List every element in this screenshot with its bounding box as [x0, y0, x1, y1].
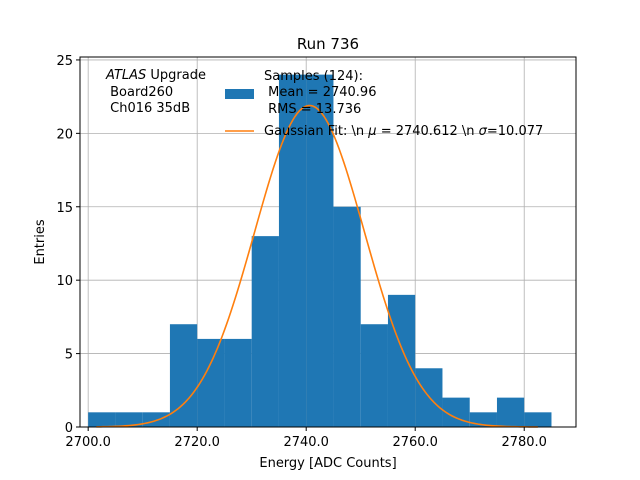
annotation-line-channel: Ch016 35dB — [106, 101, 190, 116]
legend-fit-label: Gaussian Fit: \n μ = 2740.612 \n σ=10.07… — [264, 124, 543, 139]
y-tick-label-4: 20 — [56, 127, 73, 142]
legend-samples-label: Samples (124): — [264, 69, 363, 84]
histogram-bar-11 — [387, 294, 416, 427]
x-tick-label-0: 2700.0 — [65, 435, 111, 450]
fit-label-sigma: σ — [479, 124, 488, 139]
y-tick-label-2: 10 — [56, 274, 73, 289]
fit-label-sigma-value: =10.077 — [487, 124, 543, 139]
x-tick-label-2: 2740.0 — [283, 435, 329, 450]
annotation-line-board: Board260 — [106, 85, 173, 100]
plot-frame — [79, 56, 577, 428]
fit-label-prefix: Gaussian Fit: \n — [264, 124, 368, 139]
fit-label-mu-value: = 2740.612 \n — [377, 124, 479, 139]
legend: Samples (124): Mean = 2740.96 RMS = 13.7… — [225, 69, 543, 139]
histogram-bar-9 — [333, 206, 361, 427]
histogram-bar-10 — [360, 324, 388, 427]
chart-title: Run 736 — [297, 35, 359, 53]
histogram-bar-15 — [496, 397, 525, 427]
histogram-bar-5 — [224, 338, 252, 427]
x-tick-label-4: 2780.0 — [501, 435, 547, 450]
histogram-bar-6 — [251, 236, 279, 427]
upgrade-text: Upgrade — [146, 68, 206, 83]
histogram-bars — [88, 74, 552, 427]
annotation-line-atlas: ATLAS Upgrade — [105, 68, 206, 83]
y-tick-label-5: 25 — [56, 54, 73, 69]
legend-mean-label: Mean = 2740.96 — [264, 85, 376, 100]
x-axis-ticks: 2700.0 2720.0 2740.0 2760.0 2780.0 — [65, 427, 547, 450]
y-tick-label-0: 0 — [65, 421, 73, 436]
y-axis-ticks: 0 5 10 15 20 25 — [56, 54, 80, 436]
histogram-bar-16 — [524, 412, 552, 427]
histogram-bar-3 — [169, 324, 198, 427]
x-tick-label-3: 2760.0 — [392, 435, 438, 450]
histogram-bar-1 — [115, 412, 143, 427]
y-tick-label-1: 5 — [65, 348, 73, 363]
run-annotation: ATLAS Upgrade Board260 Ch016 35dB — [105, 68, 206, 116]
histogram-bar-4 — [197, 338, 225, 427]
gaussian-fit-curve — [96, 104, 538, 428]
atlas-italic: ATLAS — [105, 68, 146, 83]
legend-rms-label: RMS = 13.736 — [264, 102, 361, 117]
fit-label-mu: μ — [367, 124, 376, 139]
y-axis-label: Entries — [33, 219, 48, 265]
histogram-bar-8 — [306, 74, 334, 427]
legend-hist-swatch — [225, 89, 254, 99]
histogram-bar-0 — [88, 412, 116, 427]
y-tick-label-3: 15 — [56, 201, 73, 216]
histogram-bar-7 — [278, 74, 307, 427]
x-tick-label-1: 2720.0 — [174, 435, 220, 450]
x-axis-label: Energy [ADC Counts] — [259, 456, 396, 471]
